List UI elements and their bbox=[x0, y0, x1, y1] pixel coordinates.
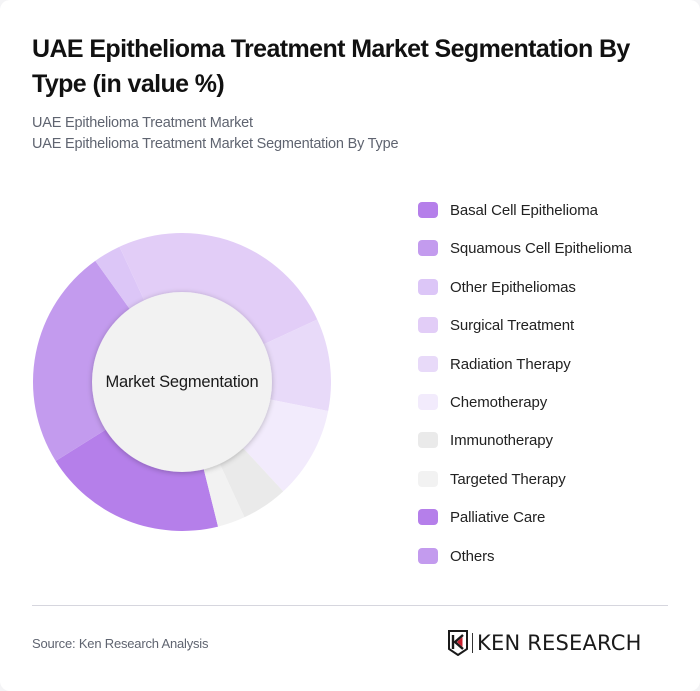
legend-item-radiation-therapy[interactable]: Radiation Therapy bbox=[418, 352, 571, 376]
donut-slice-surgical-treatment[interactable] bbox=[119, 233, 318, 346]
legend-label: Palliative Care bbox=[450, 508, 546, 526]
donut-slice-other-epitheliomas[interactable] bbox=[95, 246, 146, 311]
donut-slice-squamous-cell-epithelioma[interactable] bbox=[33, 260, 131, 461]
legend-swatch bbox=[418, 548, 438, 564]
donut-center-circle bbox=[92, 292, 272, 472]
legend-swatch bbox=[418, 202, 438, 218]
legend-item-targeted-therapy[interactable]: Targeted Therapy bbox=[418, 467, 566, 491]
legend-label: Radiation Therapy bbox=[450, 355, 571, 373]
legend-item-chemotherapy[interactable]: Chemotherapy bbox=[418, 390, 547, 414]
legend-swatch bbox=[418, 471, 438, 487]
donut-slice-radiation-therapy[interactable] bbox=[261, 319, 331, 411]
legend-item-palliative-care[interactable]: Palliative Care bbox=[418, 505, 545, 529]
donut-slice-basal-cell-epithelioma[interactable] bbox=[55, 428, 219, 531]
donut-slice-targeted-therapy[interactable] bbox=[203, 461, 245, 527]
ken-research-logo: KEN RESEARCH bbox=[448, 630, 642, 656]
legend-label: Squamous Cell Epithelioma bbox=[450, 239, 632, 257]
donut-center-label: Market Segmentation bbox=[105, 372, 259, 391]
logo-separator bbox=[472, 633, 473, 653]
legend-swatch bbox=[418, 356, 438, 372]
donut-svg bbox=[33, 233, 331, 531]
footer-divider bbox=[32, 605, 668, 606]
page-title: UAE Epithelioma Treatment Market Segment… bbox=[32, 35, 630, 98]
legend-label: Targeted Therapy bbox=[450, 470, 566, 488]
legend-swatch bbox=[418, 317, 438, 333]
logo-wordmark: KEN RESEARCH bbox=[477, 631, 642, 655]
legend-swatch bbox=[418, 394, 438, 410]
legend-label: Others bbox=[450, 547, 495, 565]
legend-label: Other Epitheliomas bbox=[450, 278, 576, 296]
legend-item-others[interactable]: Others bbox=[418, 544, 495, 568]
subtitle-segmentation: UAE Epithelioma Treatment Market Segment… bbox=[32, 136, 399, 152]
donut-slice-immunotherapy[interactable] bbox=[218, 446, 284, 518]
source-note: Source: Ken Research Analysis bbox=[32, 636, 209, 651]
legend-swatch bbox=[418, 432, 438, 448]
legend-label: Chemotherapy bbox=[450, 393, 548, 411]
subtitle-market: UAE Epithelioma Treatment Market bbox=[32, 115, 253, 131]
legend-item-basal-cell[interactable]: Basal Cell Epithelioma bbox=[418, 198, 598, 222]
legend-label: Immunotherapy bbox=[450, 431, 553, 449]
legend-swatch bbox=[418, 509, 438, 525]
legend-swatch bbox=[418, 279, 438, 295]
donut-slices bbox=[33, 233, 331, 531]
legend-item-surgical-treatment[interactable]: Surgical Treatment bbox=[418, 313, 574, 337]
donut-chart: Market Segmentation bbox=[33, 233, 331, 531]
ken-research-shield-icon bbox=[448, 630, 468, 656]
legend-label: Basal Cell Epithelioma bbox=[450, 201, 598, 219]
legend-swatch bbox=[418, 240, 438, 256]
donut-slice-chemotherapy[interactable] bbox=[241, 399, 329, 492]
legend-item-other-epitheliomas[interactable]: Other Epitheliomas bbox=[418, 275, 576, 299]
legend-item-squamous-cell[interactable]: Squamous Cell Epithelioma bbox=[418, 236, 632, 260]
legend-item-immunotherapy[interactable]: Immunotherapy bbox=[418, 428, 553, 452]
legend-label: Surgical Treatment bbox=[450, 316, 575, 334]
